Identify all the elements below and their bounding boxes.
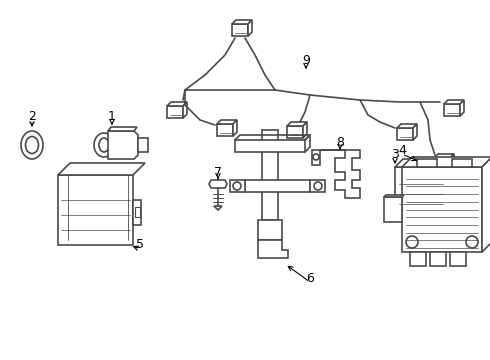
Circle shape	[406, 236, 418, 248]
Polygon shape	[460, 100, 464, 116]
Polygon shape	[245, 180, 310, 192]
Polygon shape	[450, 252, 466, 266]
Polygon shape	[397, 124, 417, 128]
Polygon shape	[233, 120, 237, 136]
Polygon shape	[384, 197, 402, 222]
Polygon shape	[444, 100, 464, 104]
Polygon shape	[434, 154, 454, 158]
Polygon shape	[320, 150, 360, 198]
Polygon shape	[230, 180, 245, 192]
Polygon shape	[405, 212, 435, 222]
Ellipse shape	[94, 133, 114, 157]
Circle shape	[233, 182, 241, 190]
Text: 6: 6	[306, 271, 314, 284]
Text: 3: 3	[391, 148, 399, 162]
Polygon shape	[232, 20, 252, 24]
Polygon shape	[183, 102, 187, 118]
Circle shape	[466, 236, 478, 248]
Bar	[135, 207, 140, 217]
Polygon shape	[482, 157, 490, 252]
Polygon shape	[133, 200, 141, 225]
Text: 2: 2	[28, 109, 36, 122]
Text: 1: 1	[108, 109, 116, 122]
Polygon shape	[258, 220, 282, 240]
Polygon shape	[262, 130, 278, 220]
Polygon shape	[217, 120, 237, 124]
Polygon shape	[287, 122, 307, 126]
Polygon shape	[58, 163, 145, 175]
Polygon shape	[108, 127, 137, 131]
Ellipse shape	[21, 131, 43, 159]
Text: 5: 5	[136, 238, 144, 252]
Polygon shape	[434, 158, 450, 170]
Polygon shape	[410, 252, 426, 266]
Polygon shape	[287, 126, 303, 138]
Polygon shape	[452, 159, 472, 167]
Polygon shape	[430, 252, 446, 266]
Polygon shape	[58, 175, 133, 245]
Polygon shape	[209, 180, 227, 188]
Polygon shape	[413, 124, 417, 140]
Polygon shape	[312, 150, 320, 165]
Ellipse shape	[25, 136, 39, 153]
Polygon shape	[310, 180, 325, 192]
Bar	[138, 138, 148, 152]
Polygon shape	[445, 159, 453, 212]
Polygon shape	[235, 140, 305, 152]
Polygon shape	[214, 206, 222, 210]
Circle shape	[314, 182, 322, 190]
Polygon shape	[395, 167, 445, 212]
Polygon shape	[217, 124, 233, 136]
Polygon shape	[444, 104, 460, 116]
Polygon shape	[248, 20, 252, 36]
Polygon shape	[384, 195, 404, 197]
Polygon shape	[395, 159, 453, 167]
Text: 7: 7	[214, 166, 222, 179]
Polygon shape	[397, 128, 413, 140]
Text: 4: 4	[398, 144, 406, 157]
Polygon shape	[417, 159, 437, 167]
Text: 8: 8	[336, 135, 344, 148]
Ellipse shape	[99, 138, 109, 152]
Polygon shape	[258, 240, 288, 258]
Polygon shape	[402, 157, 490, 167]
Circle shape	[313, 154, 319, 160]
Polygon shape	[450, 154, 454, 170]
Polygon shape	[402, 167, 482, 252]
Polygon shape	[232, 24, 248, 36]
Polygon shape	[167, 102, 187, 106]
Polygon shape	[108, 131, 138, 159]
Polygon shape	[167, 106, 183, 118]
Polygon shape	[303, 122, 307, 138]
Text: 9: 9	[302, 54, 310, 67]
